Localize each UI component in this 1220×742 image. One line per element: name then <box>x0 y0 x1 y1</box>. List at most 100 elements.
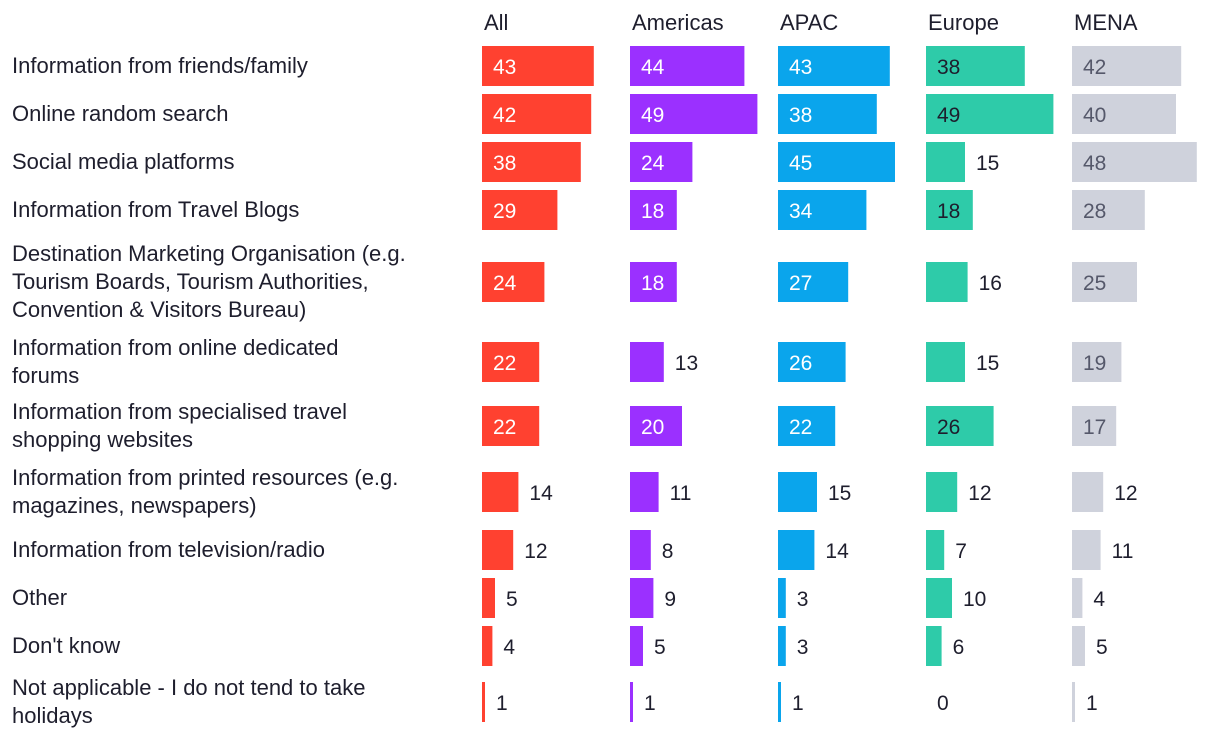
bar-all <box>482 682 485 722</box>
data-label-all: 14 <box>529 482 553 505</box>
data-label-mena: 1 <box>1086 692 1098 715</box>
data-label-mena: 25 <box>1083 272 1106 295</box>
data-label-mena: 28 <box>1083 200 1106 223</box>
data-label-europe: 16 <box>979 272 1002 295</box>
data-label-europe: 10 <box>963 588 986 611</box>
bar-all <box>482 262 545 302</box>
bar-apac <box>778 406 836 446</box>
category-label-line: Information from television/radio <box>12 537 325 562</box>
bar-all <box>482 190 558 230</box>
bar-all <box>482 626 493 666</box>
data-label-europe: 15 <box>976 352 999 375</box>
bar-all <box>482 142 581 182</box>
category-label: Information from online dedicated forums <box>12 335 339 388</box>
category-label-line: Online random search <box>12 101 228 126</box>
category-label-line: Destination Marketing Organisation (e.g. <box>12 241 406 266</box>
data-label-all: 12 <box>524 540 547 563</box>
category-label: Destination Marketing Organisation (e.g.… <box>12 241 406 322</box>
data-label-americas: 20 <box>641 416 664 439</box>
data-label-all: 1 <box>496 692 508 715</box>
category-label-line: Information from Travel Blogs <box>12 197 299 222</box>
category-label-line: Not applicable - I do not tend to take <box>12 675 365 700</box>
data-label-apac: 1 <box>792 692 804 715</box>
category-label: Information from printed resources (e.g.… <box>12 465 398 518</box>
category-label-line: Tourism Boards, Tourism Authorities, <box>12 269 369 294</box>
bar-mena <box>1072 626 1085 666</box>
category-label-line: Information from online dedicated <box>12 335 339 360</box>
column-header-apac: APAC <box>780 10 838 35</box>
column-header-americas: Americas <box>632 10 724 35</box>
data-label-americas: 11 <box>670 482 692 505</box>
data-label-americas: 44 <box>641 56 665 79</box>
data-label-apac: 14 <box>825 540 849 563</box>
bar-mena <box>1072 578 1083 618</box>
data-label-all: 42 <box>493 104 516 127</box>
data-label-apac: 22 <box>789 416 812 439</box>
category-label: Other <box>12 585 67 610</box>
bar-europe <box>926 626 942 666</box>
data-label-apac: 26 <box>789 352 812 375</box>
data-label-all: 4 <box>503 636 515 659</box>
data-label-europe: 15 <box>976 152 999 175</box>
bar-europe <box>926 190 973 230</box>
data-label-all: 43 <box>493 56 516 79</box>
data-label-americas: 18 <box>641 272 664 295</box>
bar-americas <box>630 682 633 722</box>
column-header-all: All <box>484 10 508 35</box>
data-label-apac: 27 <box>789 272 812 295</box>
bar-americas <box>630 46 745 86</box>
category-label: Information from Travel Blogs <box>12 197 299 222</box>
bar-all <box>482 94 592 134</box>
category-label: Information from friends/family <box>12 53 308 78</box>
data-label-europe: 7 <box>955 540 967 563</box>
data-label-americas: 49 <box>641 104 664 127</box>
bar-mena <box>1072 94 1176 134</box>
data-label-americas: 8 <box>662 540 674 563</box>
data-label-mena: 17 <box>1083 416 1106 439</box>
data-label-all: 24 <box>493 272 517 295</box>
data-label-europe: 26 <box>937 416 960 439</box>
data-label-apac: 43 <box>789 56 812 79</box>
data-label-apac: 3 <box>797 588 809 611</box>
bar-europe <box>926 530 945 570</box>
data-label-all: 22 <box>493 416 516 439</box>
bar-europe <box>926 46 1025 86</box>
bar-mena <box>1072 142 1197 182</box>
data-label-apac: 34 <box>789 200 813 223</box>
data-label-mena: 48 <box>1083 152 1106 175</box>
data-label-europe: 12 <box>968 482 991 505</box>
category-label: Not applicable - I do not tend to take ho… <box>12 675 365 728</box>
category-label-line: shopping websites <box>12 427 193 452</box>
data-label-mena: 19 <box>1083 352 1106 375</box>
data-label-americas: 1 <box>644 692 656 715</box>
data-label-europe: 0 <box>937 692 949 715</box>
bar-americas <box>630 142 693 182</box>
category-label: Information from television/radio <box>12 537 325 562</box>
bar-apac <box>778 626 786 666</box>
category-label-line: Information from specialised travel <box>12 399 347 424</box>
data-label-americas: 13 <box>675 352 698 375</box>
data-label-mena: 40 <box>1083 104 1106 127</box>
category-label: Social media platforms <box>12 149 235 174</box>
data-label-all: 22 <box>493 352 516 375</box>
category-label: Information from specialised travel shopp… <box>12 399 347 452</box>
bar-europe <box>926 94 1054 134</box>
category-label-line: Other <box>12 585 67 610</box>
data-label-europe: 49 <box>937 104 960 127</box>
bar-apac <box>778 190 867 230</box>
category-label-line: magazines, newspapers) <box>12 493 257 518</box>
category-label-line: forums <box>12 363 79 388</box>
bar-apac <box>778 578 786 618</box>
bar-europe <box>926 472 958 512</box>
bar-europe <box>926 406 994 446</box>
data-label-mena: 11 <box>1112 540 1134 563</box>
data-label-all: 5 <box>506 588 518 611</box>
data-label-europe: 6 <box>953 636 965 659</box>
data-label-americas: 9 <box>664 588 676 611</box>
category-label-line: Information from friends/family <box>12 53 308 78</box>
data-label-mena: 12 <box>1114 482 1137 505</box>
data-label-apac: 3 <box>797 636 809 659</box>
bar-mena <box>1072 190 1145 230</box>
bar-mena <box>1072 342 1122 382</box>
bar-apac <box>778 342 846 382</box>
